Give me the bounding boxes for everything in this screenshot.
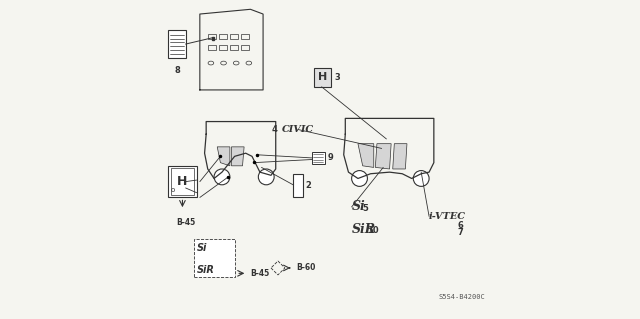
Bar xyxy=(241,45,249,50)
Text: 10: 10 xyxy=(367,226,378,235)
Text: B-60: B-60 xyxy=(296,263,316,272)
Bar xyxy=(171,168,194,195)
Bar xyxy=(208,45,216,50)
Bar xyxy=(212,37,214,40)
Bar xyxy=(293,174,303,197)
Circle shape xyxy=(214,169,230,185)
Text: H: H xyxy=(317,72,327,82)
Text: 2: 2 xyxy=(306,181,312,190)
Bar xyxy=(219,45,227,50)
Bar xyxy=(193,239,235,277)
Polygon shape xyxy=(393,144,407,169)
Polygon shape xyxy=(232,147,244,166)
Text: 4: 4 xyxy=(271,125,277,134)
Text: H: H xyxy=(177,175,188,188)
Text: CIVIC: CIVIC xyxy=(282,125,314,134)
Text: SiR: SiR xyxy=(351,223,376,235)
Text: S5S4-B4200C: S5S4-B4200C xyxy=(438,294,485,300)
Text: B-45: B-45 xyxy=(176,218,195,227)
Text: 3: 3 xyxy=(334,73,340,82)
Circle shape xyxy=(351,171,367,186)
Bar xyxy=(219,33,227,39)
Text: o: o xyxy=(171,187,175,193)
Text: 9: 9 xyxy=(328,153,333,162)
Polygon shape xyxy=(358,144,374,167)
Bar xyxy=(314,68,331,87)
Text: 7: 7 xyxy=(458,228,463,237)
Bar xyxy=(168,166,196,197)
Text: Si: Si xyxy=(196,243,207,253)
Bar xyxy=(230,45,238,50)
Bar xyxy=(241,33,249,39)
Text: i-VTEC: i-VTEC xyxy=(429,212,466,221)
Text: 5: 5 xyxy=(363,204,369,213)
Circle shape xyxy=(413,171,429,186)
Polygon shape xyxy=(375,144,391,169)
Text: Si: Si xyxy=(351,200,365,213)
Text: SiR: SiR xyxy=(196,265,214,275)
Text: 6: 6 xyxy=(458,221,463,230)
Text: B-45: B-45 xyxy=(250,269,269,278)
Circle shape xyxy=(259,169,274,185)
Polygon shape xyxy=(217,147,230,166)
Bar xyxy=(312,152,324,164)
Bar xyxy=(208,33,216,39)
Bar xyxy=(230,33,238,39)
Text: 8: 8 xyxy=(174,66,180,75)
Bar xyxy=(168,30,186,58)
